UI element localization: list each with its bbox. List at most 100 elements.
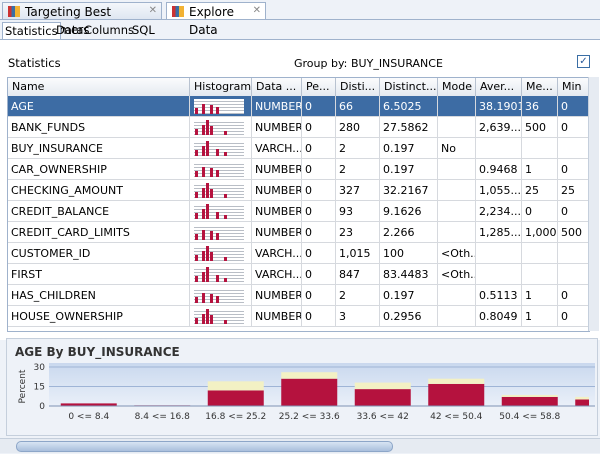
table-cell: [522, 243, 558, 264]
histogram-cell: [190, 222, 252, 243]
table-cell: [522, 264, 558, 285]
histogram-bar: [202, 271, 205, 282]
histogram-thumb: [194, 246, 244, 261]
table-cell: [438, 306, 476, 327]
subtab[interactable]: Columns: [84, 23, 135, 37]
histogram-bar: [195, 234, 198, 240]
table-cell[interactable]: HOUSE_OWNERSHIP: [8, 306, 190, 327]
x-tick-label: 33.6 <= 42: [357, 412, 409, 422]
histogram-bar: [216, 148, 219, 156]
table-cell[interactable]: BANK_FUNDS: [8, 117, 190, 138]
table-cell: 1: [522, 159, 558, 180]
column-header[interactable]: Histogram: [190, 78, 252, 96]
histogram-bar: [195, 297, 198, 303]
histogram-bar: [195, 318, 198, 324]
table-cell: [438, 285, 476, 306]
table-cell: 93: [336, 201, 380, 222]
column-header[interactable]: Mode: [438, 78, 476, 96]
histogram-bar: [206, 204, 209, 219]
table-cell[interactable]: CREDIT_CARD_LIMITS: [8, 222, 190, 243]
table-cell: 1: [522, 285, 558, 306]
subtab[interactable]: SQL: [132, 23, 155, 37]
table-cell[interactable]: CHECKING_AMOUNT: [8, 180, 190, 201]
column-header[interactable]: Me...: [522, 78, 558, 96]
table-cell: 0: [302, 222, 336, 243]
bar-segment: [501, 394, 558, 397]
histogram-cell: [190, 306, 252, 327]
table-cell: 23: [336, 222, 380, 243]
table-cell: 100: [380, 243, 438, 264]
bar-segment: [354, 389, 411, 406]
tab[interactable]: Explore Data ✕: [166, 2, 266, 37]
table-cell: 66: [336, 96, 380, 117]
histogram-bar: [210, 189, 213, 198]
close[interactable]: ✕: [252, 5, 261, 16]
column-header[interactable]: Data ...: [252, 78, 302, 96]
histogram-bar: [224, 151, 227, 156]
histogram-bar: [216, 232, 219, 240]
checkbox[interactable]: ✓: [577, 55, 590, 68]
column-header[interactable]: Disti...: [336, 78, 380, 96]
table-cell: [558, 264, 589, 285]
table-cell: [476, 243, 522, 264]
table-cell: VARCH...: [252, 264, 302, 285]
table-cell[interactable]: AGE: [8, 96, 190, 117]
column-header[interactable]: Distinct...: [380, 78, 438, 96]
chart: AGE By BUY_INSURANCE Percent 0 15 30 0 <= 8.4…: [15, 345, 595, 422]
table-cell[interactable]: CAR_OWNERSHIP: [8, 159, 190, 180]
group-by-value[interactable]: BUY_INSURANCE: [351, 57, 443, 70]
divider: [0, 19, 600, 20]
subtab[interactable]: Data: [56, 23, 84, 37]
table-cell[interactable]: FIRST: [8, 264, 190, 285]
column-header[interactable]: Aver...: [476, 78, 522, 96]
table-cell: 2: [336, 138, 380, 159]
table-cell[interactable]: CUSTOMER_ID: [8, 243, 190, 264]
x-tick-label: 42 <= 50.4: [430, 412, 483, 422]
column-header[interactable]: Pe...: [302, 78, 336, 96]
x-tick-label: 8.4 <= 16.8: [135, 412, 190, 422]
table-cell: VARCH...: [252, 243, 302, 264]
tab-icon: [8, 6, 20, 17]
column-header[interactable]: Min: [558, 78, 589, 96]
histogram-bar: [195, 150, 198, 156]
v-scrollbar[interactable]: [588, 77, 599, 331]
table-cell: [476, 138, 522, 159]
table-cell[interactable]: HAS_CHILDREN: [8, 285, 190, 306]
x-tick-label: 0 <= 8.4: [68, 412, 109, 422]
histogram-bar: [195, 192, 198, 198]
table-cell: 0: [302, 201, 336, 222]
table-cell: 36: [522, 96, 558, 117]
table-cell: 0: [558, 285, 589, 306]
histogram-bar: [216, 274, 219, 282]
table-cell: 0: [302, 180, 336, 201]
subtab[interactable]: Statistics: [2, 22, 61, 39]
table: Name Histogram Data ... Pe... Disti... Distin…: [7, 77, 590, 332]
histogram-bar: [202, 124, 205, 135]
histogram-bar: [224, 319, 227, 324]
table-cell: 0: [558, 201, 589, 222]
histogram-cell: [190, 285, 252, 306]
histogram-thumb: [194, 183, 244, 198]
table-cell: NUMBER: [252, 201, 302, 222]
tab[interactable]: Targeting Best Customers✕: [2, 2, 162, 37]
table-cell: 0.197: [380, 159, 438, 180]
table-cell: 0: [522, 201, 558, 222]
table-cell: [438, 180, 476, 201]
table-cell: 280: [336, 117, 380, 138]
table-cell: 0.9468: [476, 159, 522, 180]
table-cell: 38.1901: [476, 96, 522, 117]
histogram-bar: [210, 231, 213, 240]
histogram-bar: [202, 187, 205, 198]
table-cell[interactable]: CREDIT_BALANCE: [8, 201, 190, 222]
close[interactable]: ✕: [148, 5, 157, 16]
tab-icon: [172, 6, 184, 17]
histogram-cell: [190, 96, 252, 117]
scroll-thumb[interactable]: [16, 441, 393, 452]
table-cell: 6.5025: [380, 96, 438, 117]
table-cell: 9.1626: [380, 201, 438, 222]
table-cell[interactable]: BUY_INSURANCE: [8, 138, 190, 159]
table-cell: 0.197: [380, 138, 438, 159]
histogram-bar: [195, 108, 198, 114]
histogram-bar: [206, 141, 209, 156]
column-header[interactable]: Name: [8, 78, 190, 96]
